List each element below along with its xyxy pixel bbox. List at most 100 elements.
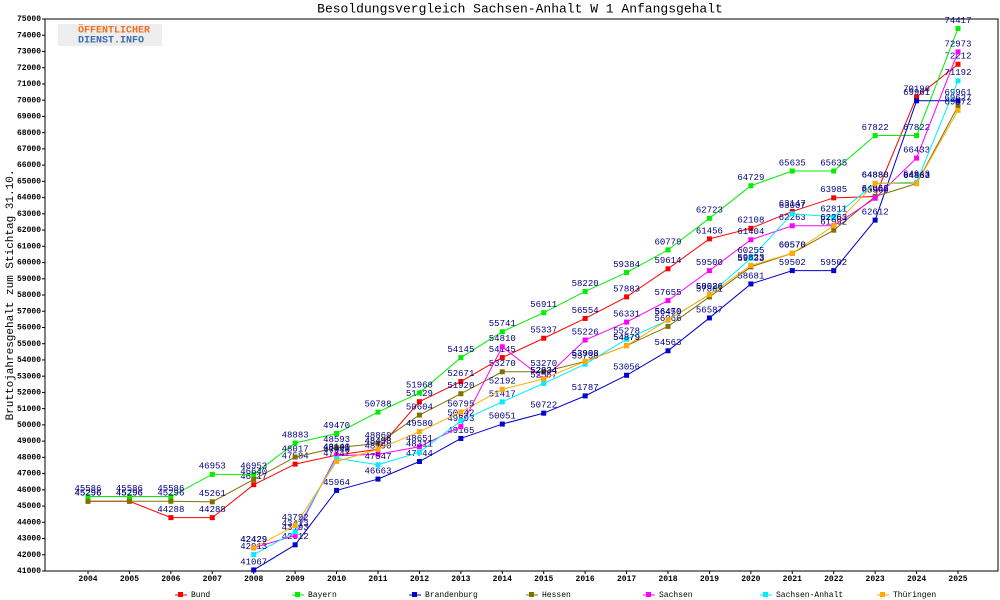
- y-tick-label: 42000: [17, 551, 41, 560]
- legend-label: Sachsen: [659, 591, 693, 600]
- x-tick-label: 2011: [368, 575, 387, 584]
- data-label: 41067: [240, 557, 267, 567]
- logo-line: ÖFFENTLICHER: [78, 24, 150, 37]
- point: [375, 451, 381, 457]
- data-label: 48017: [282, 444, 309, 454]
- data-label: 72212: [944, 52, 971, 62]
- point: [789, 250, 795, 256]
- data-label: 70196: [903, 84, 930, 94]
- x-tick-label: 2023: [866, 575, 885, 584]
- point: [789, 268, 795, 274]
- point: [706, 315, 712, 321]
- point: [955, 107, 961, 113]
- point: [416, 449, 422, 455]
- point: [748, 255, 754, 261]
- point: [955, 61, 961, 67]
- y-tick-label: 46000: [17, 486, 41, 495]
- data-label: 64880: [862, 171, 889, 181]
- data-label: 54810: [489, 334, 516, 344]
- series-line: [253, 80, 959, 555]
- y-tick-label: 63000: [17, 210, 41, 219]
- logo-line: DIENST.INFO: [78, 36, 144, 47]
- data-label: 54563: [654, 338, 681, 348]
- legend-label: Bund: [191, 591, 210, 600]
- y-tick-label: 74000: [17, 31, 41, 40]
- x-tick-label: 2021: [783, 575, 802, 584]
- y-tick-label: 49000: [17, 437, 41, 446]
- point: [582, 337, 588, 343]
- y-tick-label: 67000: [17, 145, 41, 154]
- point: [499, 344, 505, 350]
- data-label: 45586: [74, 484, 101, 494]
- data-label: 59614: [654, 256, 681, 266]
- legend-marker: [178, 592, 183, 597]
- data-label: 62263: [820, 213, 847, 223]
- logo-box: [58, 24, 162, 46]
- data-label: 49580: [406, 419, 433, 429]
- data-label: 61404: [737, 227, 764, 237]
- data-label: 69627: [944, 94, 971, 104]
- point: [831, 195, 837, 201]
- data-label: 49165: [447, 426, 474, 436]
- data-label: 52192: [489, 377, 516, 387]
- data-label: 58681: [737, 271, 764, 281]
- data-label: 45296: [157, 489, 184, 499]
- point: [209, 515, 215, 521]
- point: [416, 444, 422, 450]
- point: [624, 372, 630, 378]
- point: [334, 430, 340, 436]
- point: [706, 236, 712, 242]
- y-tick-label: 65000: [17, 177, 41, 186]
- point: [499, 386, 505, 392]
- point: [292, 454, 298, 460]
- series-line: [253, 110, 959, 549]
- data-label: 52834: [530, 366, 557, 376]
- x-tick-label: 2013: [451, 575, 470, 584]
- x-tick-label: 2018: [658, 575, 677, 584]
- point: [624, 343, 630, 349]
- point: [789, 168, 795, 174]
- data-label: 42429: [240, 535, 267, 545]
- point: [706, 268, 712, 274]
- data-label: 59823: [737, 253, 764, 263]
- point: [499, 329, 505, 335]
- legend-label: Hessen: [542, 591, 571, 600]
- point: [582, 361, 588, 367]
- data-label: 45964: [323, 478, 350, 488]
- data-label: 62108: [737, 216, 764, 226]
- point: [416, 390, 422, 396]
- point: [209, 499, 215, 505]
- data-label: 48311: [406, 440, 433, 450]
- data-label: 63147: [779, 199, 806, 209]
- data-label: 61456: [696, 226, 723, 236]
- series-line: [88, 105, 959, 503]
- data-label: 69961: [903, 88, 930, 98]
- data-label: 67822: [903, 123, 930, 133]
- legend-marker: [529, 592, 534, 597]
- data-label: 52671: [447, 369, 474, 379]
- point: [85, 498, 91, 504]
- point: [541, 380, 547, 386]
- y-tick-label: 72000: [17, 64, 41, 73]
- y-axis-label: Bruttojahresgehalt zum Stichtag 31.10.: [5, 170, 17, 421]
- point: [872, 180, 878, 186]
- data-label: 60570: [779, 241, 806, 251]
- data-label: 62612: [862, 207, 889, 217]
- data-label: 67822: [862, 123, 889, 133]
- point: [955, 98, 961, 104]
- point: [85, 494, 91, 500]
- legend-label: Bayern: [308, 591, 337, 600]
- point: [292, 529, 298, 535]
- data-label: 64729: [737, 173, 764, 183]
- y-tick-label: 52000: [17, 389, 41, 398]
- y-tick-label: 66000: [17, 161, 41, 170]
- y-tick-label: 54000: [17, 356, 41, 365]
- point: [375, 462, 381, 468]
- data-label: 56554: [572, 306, 599, 316]
- data-label: 46663: [364, 466, 391, 476]
- data-label: 62723: [696, 206, 723, 216]
- point: [582, 393, 588, 399]
- data-label: 46953: [240, 462, 267, 472]
- point: [416, 459, 422, 465]
- y-tick-label: 60000: [17, 259, 41, 268]
